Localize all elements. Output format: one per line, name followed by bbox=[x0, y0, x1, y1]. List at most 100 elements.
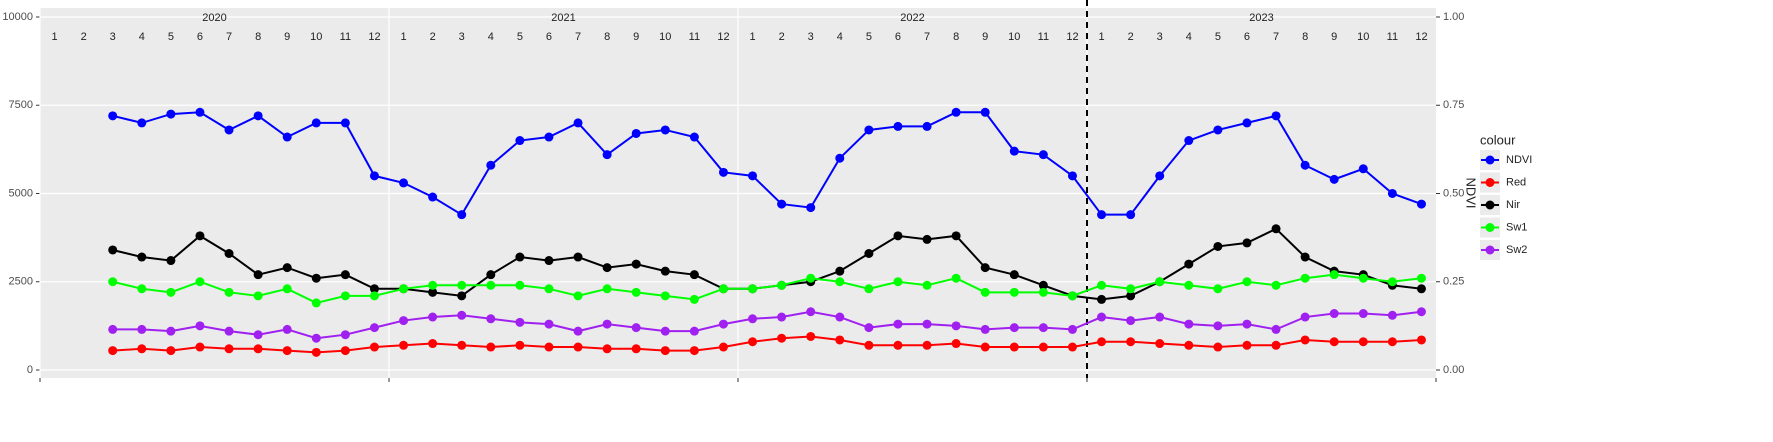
point bbox=[399, 284, 409, 294]
point bbox=[1038, 280, 1048, 290]
point bbox=[195, 321, 205, 331]
point bbox=[573, 342, 583, 352]
x-tick-label: 5 bbox=[517, 31, 523, 43]
point bbox=[1242, 277, 1252, 287]
point bbox=[253, 330, 263, 340]
legend-label: Sw1 bbox=[1506, 221, 1527, 233]
point bbox=[777, 199, 787, 209]
point bbox=[980, 107, 990, 117]
point bbox=[1358, 309, 1368, 319]
point bbox=[340, 270, 350, 280]
x-tick-label: 11 bbox=[1038, 31, 1049, 43]
point bbox=[689, 132, 699, 142]
point bbox=[486, 280, 496, 290]
point bbox=[951, 107, 961, 117]
point bbox=[515, 280, 525, 290]
point bbox=[1213, 241, 1223, 251]
point bbox=[1097, 280, 1107, 290]
point bbox=[253, 344, 263, 354]
y-tick-label: 7500 bbox=[9, 99, 33, 111]
point bbox=[282, 263, 292, 273]
point bbox=[922, 121, 932, 131]
point bbox=[748, 337, 758, 347]
point bbox=[922, 319, 932, 329]
point bbox=[544, 256, 554, 266]
point bbox=[1242, 118, 1252, 128]
point bbox=[195, 107, 205, 117]
point bbox=[1358, 273, 1368, 283]
point bbox=[573, 118, 583, 128]
x-tick-label: 1 bbox=[1098, 31, 1104, 43]
point bbox=[340, 291, 350, 301]
point bbox=[689, 270, 699, 280]
point bbox=[980, 287, 990, 297]
y2-tick-label: 0.75 bbox=[1443, 99, 1464, 111]
point bbox=[980, 324, 990, 334]
point bbox=[457, 340, 467, 350]
point bbox=[1126, 284, 1136, 294]
point bbox=[1329, 174, 1339, 184]
point bbox=[718, 342, 728, 352]
point bbox=[660, 326, 670, 336]
point bbox=[806, 273, 816, 283]
point bbox=[1097, 337, 1107, 347]
point bbox=[893, 319, 903, 329]
x-tick-label: 11 bbox=[689, 31, 700, 43]
point bbox=[893, 340, 903, 350]
point bbox=[777, 333, 787, 343]
x-tick-label: 10 bbox=[310, 31, 322, 43]
point bbox=[457, 210, 467, 220]
point bbox=[1358, 164, 1368, 174]
point bbox=[893, 277, 903, 287]
x-tick-label: 6 bbox=[546, 31, 552, 43]
x-tick-label: 4 bbox=[837, 31, 843, 43]
point bbox=[1126, 291, 1136, 301]
point bbox=[544, 319, 554, 329]
point bbox=[748, 284, 758, 294]
point bbox=[1009, 342, 1019, 352]
point bbox=[253, 111, 263, 121]
point bbox=[369, 284, 379, 294]
point bbox=[631, 323, 641, 333]
point bbox=[340, 118, 350, 128]
point bbox=[602, 284, 612, 294]
point bbox=[108, 111, 118, 121]
point bbox=[922, 234, 932, 244]
point bbox=[486, 342, 496, 352]
point bbox=[282, 284, 292, 294]
x-tick-label: 11 bbox=[1387, 31, 1398, 43]
point bbox=[718, 167, 728, 177]
point bbox=[1271, 340, 1281, 350]
point bbox=[282, 346, 292, 356]
legend-label: Nir bbox=[1506, 199, 1520, 211]
point bbox=[660, 125, 670, 135]
point bbox=[1329, 309, 1339, 319]
point bbox=[457, 291, 467, 301]
point bbox=[660, 266, 670, 276]
point bbox=[108, 324, 118, 334]
point bbox=[1416, 284, 1426, 294]
x-tick-label: 4 bbox=[488, 31, 494, 43]
point bbox=[544, 284, 554, 294]
point bbox=[457, 280, 467, 290]
x-tick-label: 7 bbox=[924, 31, 930, 43]
point bbox=[399, 316, 409, 326]
x-tick-label: 10 bbox=[659, 31, 671, 43]
year-label: 2020 bbox=[202, 12, 226, 24]
point bbox=[166, 109, 176, 119]
point bbox=[108, 277, 118, 287]
point bbox=[1097, 294, 1107, 304]
point bbox=[224, 125, 234, 135]
point bbox=[137, 344, 147, 354]
x-tick-label: 9 bbox=[284, 31, 290, 43]
legend-label: Sw2 bbox=[1506, 244, 1527, 256]
point bbox=[602, 319, 612, 329]
point bbox=[922, 340, 932, 350]
point bbox=[951, 273, 961, 283]
point bbox=[777, 280, 787, 290]
point bbox=[1329, 270, 1339, 280]
point bbox=[428, 312, 438, 322]
x-tick-label: 5 bbox=[866, 31, 872, 43]
point bbox=[1067, 171, 1077, 181]
